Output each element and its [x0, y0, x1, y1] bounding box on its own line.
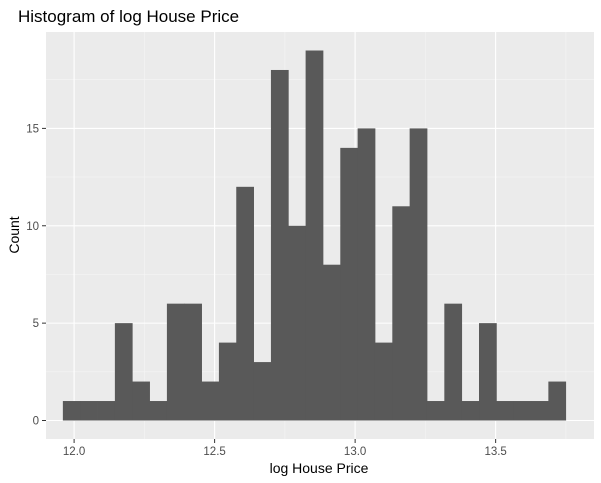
histogram-bars	[62, 50, 567, 421]
y-tick-label: 0	[33, 416, 39, 428]
histogram-bar	[340, 147, 359, 421]
histogram-bar	[218, 342, 237, 421]
histogram-bar	[479, 323, 497, 421]
histogram-bar	[114, 323, 133, 421]
histogram-bar	[184, 303, 202, 421]
histogram-bar	[531, 401, 549, 421]
x-tick-label: 12.5	[203, 446, 225, 458]
histogram-bar	[270, 69, 289, 421]
histogram-bar	[62, 401, 81, 421]
histogram-bar	[513, 401, 532, 421]
histogram-bar	[548, 381, 567, 421]
x-axis-title: log House Price	[270, 460, 369, 476]
histogram-bar	[149, 401, 168, 421]
histogram-bar	[236, 186, 254, 421]
histogram-bar	[392, 206, 411, 421]
histogram-bar	[305, 50, 324, 421]
histogram-bar	[444, 303, 463, 421]
histogram-bar	[97, 401, 116, 421]
y-tick-label: 10	[26, 221, 39, 233]
x-tick-label: 12.0	[63, 446, 85, 458]
histogram-bar	[357, 128, 376, 421]
y-axis: 0 5 10 15	[26, 123, 46, 428]
x-tick-label: 13.5	[484, 446, 506, 458]
y-axis-title: Count	[6, 216, 22, 253]
histogram-bar	[496, 401, 515, 421]
histogram-bar	[166, 303, 185, 421]
histogram-bar	[409, 128, 428, 421]
histogram-bar	[201, 381, 220, 421]
histogram-bar	[374, 342, 393, 421]
histogram-bar	[80, 401, 98, 421]
x-tick-label: 13.0	[344, 446, 366, 458]
histogram-bar	[426, 401, 445, 421]
y-tick-label: 15	[26, 123, 39, 135]
x-axis: 12.0 12.5 13.0 13.5	[63, 439, 507, 458]
y-tick-label: 5	[33, 318, 39, 330]
histogram-bar	[132, 381, 150, 421]
histogram-bar	[461, 401, 480, 421]
chart-title: Histogram of log House Price	[18, 7, 239, 26]
histogram-bar	[288, 225, 307, 421]
histogram-bar	[322, 264, 341, 421]
histogram-bar	[253, 362, 272, 421]
